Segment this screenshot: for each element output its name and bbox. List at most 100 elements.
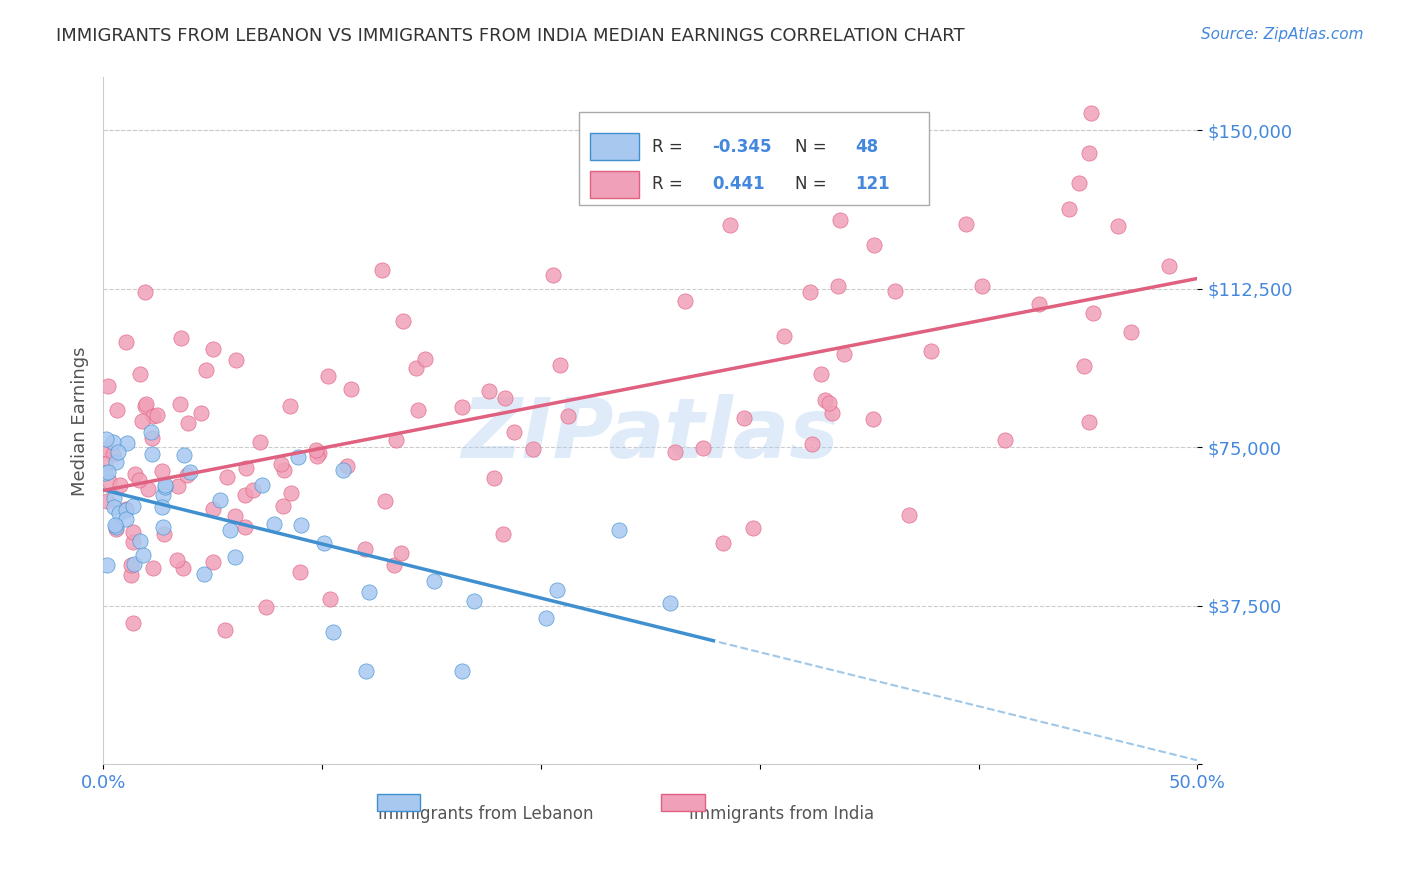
Point bbox=[201, 342, 224, 356]
Text: 121: 121 bbox=[855, 176, 890, 194]
Point bbox=[1057, 202, 1080, 216]
Point bbox=[96, 433, 118, 447]
Point bbox=[273, 463, 295, 477]
Text: Immigrants from Lebanon: Immigrants from Lebanon bbox=[378, 805, 593, 823]
Point bbox=[177, 417, 200, 431]
Point bbox=[478, 384, 501, 398]
Point bbox=[114, 503, 136, 517]
Point bbox=[773, 329, 796, 343]
Point bbox=[800, 437, 823, 451]
Point bbox=[354, 665, 377, 679]
Point bbox=[214, 623, 236, 637]
Point bbox=[145, 408, 167, 422]
Point bbox=[741, 521, 763, 535]
Point bbox=[170, 331, 193, 345]
Point bbox=[250, 477, 273, 491]
Point bbox=[94, 466, 117, 480]
Point bbox=[319, 592, 342, 607]
Point bbox=[142, 409, 165, 424]
Point bbox=[103, 491, 125, 505]
Point bbox=[254, 600, 277, 615]
Point bbox=[120, 558, 142, 573]
Point bbox=[141, 447, 163, 461]
Point bbox=[96, 558, 118, 573]
Point bbox=[114, 502, 136, 516]
Point bbox=[155, 480, 177, 494]
Point bbox=[1119, 325, 1142, 339]
Point bbox=[114, 334, 136, 349]
Point bbox=[810, 368, 832, 382]
Point bbox=[502, 425, 524, 439]
Point bbox=[278, 399, 301, 413]
Point bbox=[122, 534, 145, 549]
Point bbox=[215, 470, 238, 484]
Point bbox=[263, 517, 285, 532]
Point bbox=[201, 502, 224, 516]
Point bbox=[122, 499, 145, 513]
Point bbox=[884, 284, 907, 298]
Point bbox=[104, 522, 127, 536]
Point bbox=[955, 217, 977, 231]
Point bbox=[94, 458, 117, 472]
Point bbox=[280, 485, 302, 500]
Point bbox=[150, 464, 173, 478]
Point bbox=[167, 478, 190, 492]
Point bbox=[862, 412, 884, 426]
Point bbox=[136, 482, 159, 496]
Text: -0.345: -0.345 bbox=[713, 137, 772, 155]
Point bbox=[193, 566, 215, 581]
Point bbox=[359, 585, 381, 599]
Point bbox=[242, 483, 264, 498]
Point bbox=[1073, 359, 1095, 373]
Point bbox=[107, 444, 129, 458]
Point bbox=[451, 400, 474, 414]
Point bbox=[673, 294, 696, 309]
Point bbox=[134, 285, 156, 299]
Point bbox=[316, 369, 339, 384]
Point bbox=[305, 449, 328, 463]
Point bbox=[799, 285, 821, 299]
Point bbox=[546, 583, 568, 598]
Point bbox=[522, 442, 544, 457]
Point bbox=[718, 219, 741, 233]
Point bbox=[121, 524, 143, 539]
Point bbox=[494, 391, 516, 405]
Point bbox=[176, 468, 198, 483]
Point bbox=[1080, 106, 1102, 120]
Point bbox=[122, 616, 145, 631]
Point bbox=[120, 568, 142, 582]
Y-axis label: Median Earnings: Median Earnings bbox=[72, 346, 89, 496]
Point bbox=[218, 523, 240, 537]
Point bbox=[190, 406, 212, 420]
Text: Source: ZipAtlas.com: Source: ZipAtlas.com bbox=[1201, 27, 1364, 42]
Point bbox=[128, 367, 150, 381]
Point bbox=[814, 393, 837, 408]
Point bbox=[179, 465, 201, 479]
Point bbox=[423, 574, 446, 589]
Point bbox=[152, 488, 174, 502]
FancyBboxPatch shape bbox=[377, 794, 420, 811]
Text: IMMIGRANTS FROM LEBANON VS IMMIGRANTS FROM INDIA MEDIAN EARNINGS CORRELATION CHA: IMMIGRANTS FROM LEBANON VS IMMIGRANTS FR… bbox=[56, 27, 965, 45]
Point bbox=[105, 520, 128, 534]
Point bbox=[132, 548, 155, 562]
Point bbox=[290, 565, 312, 579]
Point bbox=[1081, 306, 1104, 320]
Point bbox=[152, 520, 174, 534]
Point bbox=[862, 238, 884, 252]
Point bbox=[898, 508, 921, 522]
Point bbox=[1067, 177, 1090, 191]
Point bbox=[209, 493, 232, 508]
Point bbox=[332, 463, 354, 477]
Point bbox=[173, 448, 195, 462]
Point bbox=[463, 594, 485, 608]
Point bbox=[830, 213, 852, 227]
Text: 0.441: 0.441 bbox=[713, 176, 765, 194]
Point bbox=[225, 352, 247, 367]
Point bbox=[128, 474, 150, 488]
Point bbox=[201, 556, 224, 570]
Point bbox=[314, 535, 336, 549]
Point bbox=[135, 397, 157, 411]
Point bbox=[169, 397, 191, 411]
Point bbox=[733, 410, 755, 425]
Point bbox=[233, 520, 256, 534]
